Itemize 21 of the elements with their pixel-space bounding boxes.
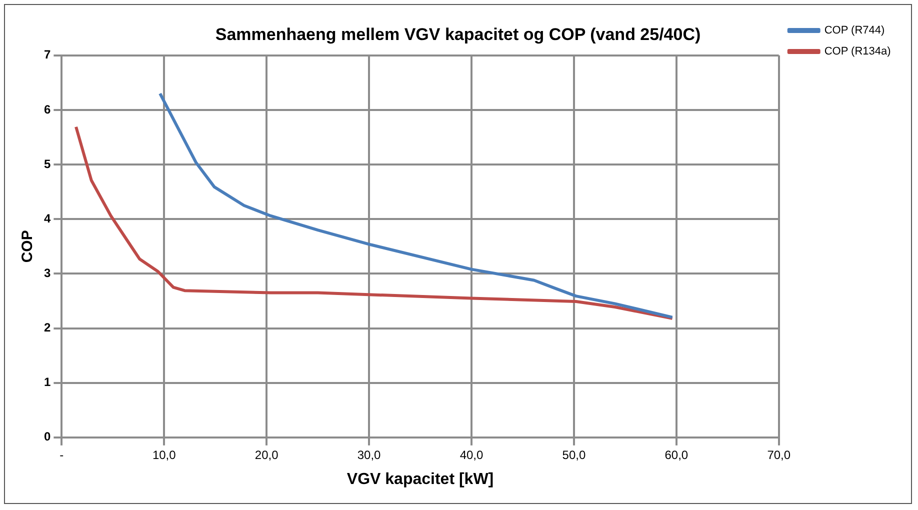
y-tick-label: 4 — [44, 211, 51, 226]
chart-title: Sammenhaeng mellem VGV kapacitet og COP (vand 25/40C) — [215, 24, 701, 44]
y-tick-label: 1 — [44, 375, 51, 390]
x-tick-label: 60,0 — [664, 448, 688, 462]
y-tick-label: 0 — [44, 430, 51, 444]
y-tick-label: 7 — [44, 48, 51, 62]
x-axis-title: VGV kapacitet [kW] — [346, 470, 494, 488]
legend-label: COP (R744) — [824, 24, 885, 37]
y-axis-title: COP — [19, 230, 36, 263]
y-tick-label: 3 — [44, 266, 51, 280]
x-tick-label: 70,0 — [767, 448, 791, 462]
x-tick-label: 20,0 — [254, 448, 279, 462]
x-tick-label: 50,0 — [562, 448, 586, 462]
y-tick-label: 5 — [44, 156, 51, 171]
x-tick-label: 30,0 — [357, 448, 382, 462]
y-tick-label: 6 — [44, 102, 51, 116]
x-tick-label: - — [60, 448, 64, 462]
y-tick-label: 2 — [44, 320, 51, 335]
x-tick-label: 10,0 — [152, 448, 176, 462]
x-tick-label: 40,0 — [460, 448, 484, 462]
legend-label: COP (R134a) — [824, 46, 891, 58]
